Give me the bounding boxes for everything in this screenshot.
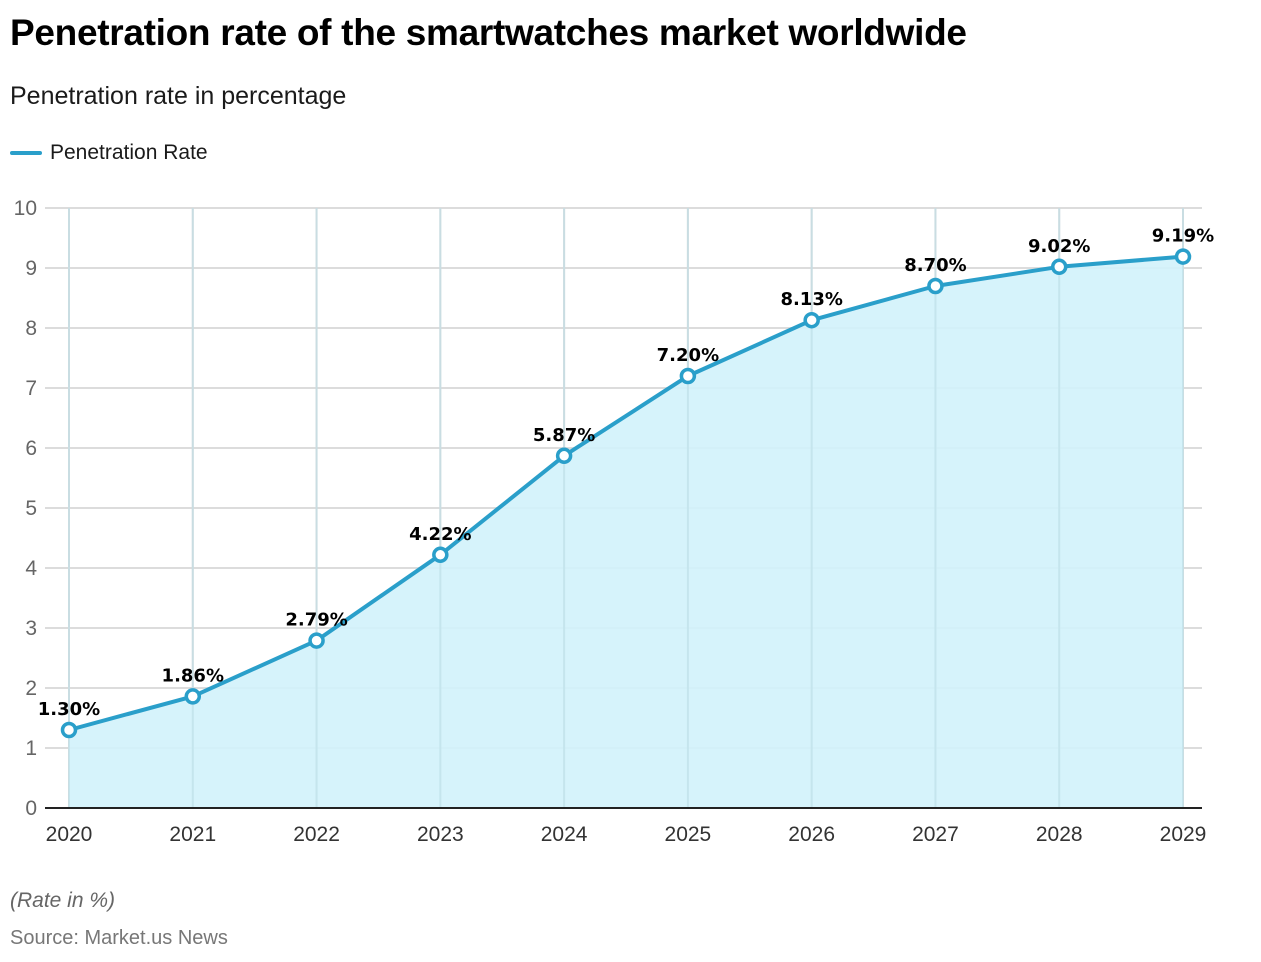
data-point: [308, 632, 325, 649]
y-tick-label: 3: [25, 617, 37, 640]
data-label: 8.70%: [904, 255, 966, 276]
data-point: [1174, 248, 1192, 265]
y-tick-label: 9: [25, 257, 37, 280]
data-label: 4.22%: [409, 524, 471, 545]
x-tick-label: 2028: [1036, 823, 1083, 846]
legend-swatch-penetration-rate: [10, 151, 42, 155]
x-tick-label: 2025: [665, 823, 712, 846]
data-point: [927, 277, 944, 295]
data-label: 9.02%: [1028, 236, 1090, 257]
data-labels: 1.30% 1.86% 2.79% 4.22% 5.87% 7.20% 8.13% 8.70%…: [38, 226, 1214, 720]
chart-subtitle: Penetration rate in percentage: [10, 82, 347, 110]
chart-title: Penetration rate of the smartwatches mar…: [10, 12, 967, 53]
data-label: 1.30%: [38, 699, 100, 720]
x-tick-label: 2023: [417, 823, 464, 846]
data-point: [803, 311, 820, 329]
data-label: 8.13%: [780, 289, 842, 310]
x-axis-ticks: 2020 2021 2022 2023 2024 2025 2026 2027 2028 2029: [46, 823, 1207, 846]
data-point: [184, 688, 202, 705]
legend: Penetration Rate: [10, 141, 208, 165]
data-label: 5.87%: [533, 425, 595, 446]
data-label: 2.79%: [285, 610, 347, 631]
data-point: [60, 721, 78, 739]
area-fill-penetration-rate: [69, 256, 1183, 809]
data-point: [679, 367, 697, 385]
data-points: [60, 248, 1192, 739]
y-axis-ticks: 0 1 2 3 4 5 6 7 8 9 10: [14, 197, 38, 820]
y-tick-label: 1: [25, 737, 37, 760]
x-tick-label: 2020: [46, 823, 93, 846]
y-tick-label: 7: [25, 377, 37, 400]
data-point: [1050, 258, 1068, 276]
y-tick-label: 0: [25, 797, 37, 820]
x-tick-label: 2024: [541, 823, 588, 846]
x-tick-label: 2026: [788, 823, 835, 846]
y-tick-label: 4: [25, 557, 37, 580]
y-tick-label: 8: [25, 317, 37, 340]
y-tick-label: 5: [25, 497, 37, 520]
x-tick-label: 2022: [293, 823, 340, 846]
x-tick-label: 2027: [912, 823, 959, 846]
data-point: [555, 447, 573, 465]
source-text: Source: Market.us News: [10, 927, 228, 949]
line-penetration-rate: [68, 254, 1184, 732]
legend-label-penetration-rate: Penetration Rate: [50, 141, 208, 164]
y-tick-label: 2: [25, 677, 37, 700]
x-tick-label: 2021: [169, 823, 216, 846]
footnote: (Rate in %): [10, 889, 116, 912]
y-tick-label: 6: [25, 437, 37, 460]
data-label: 9.19%: [1152, 226, 1214, 247]
x-tick-label: 2029: [1160, 823, 1207, 846]
y-tick-label: 10: [14, 197, 37, 220]
data-label: 1.86%: [162, 665, 224, 686]
data-label: 7.20%: [657, 345, 719, 366]
data-point: [432, 546, 449, 564]
